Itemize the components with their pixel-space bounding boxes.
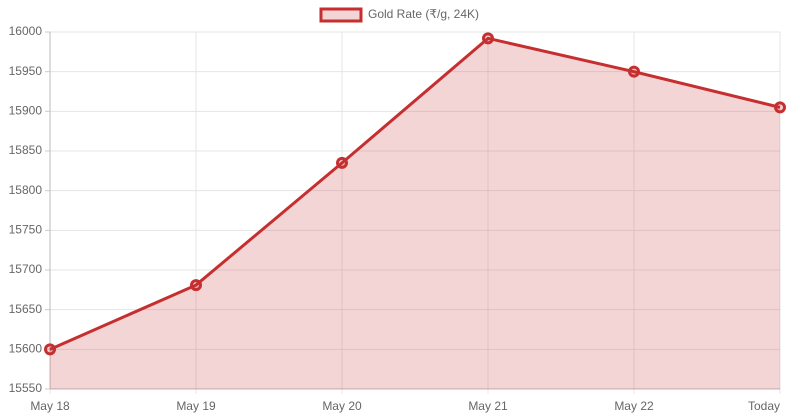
point bbox=[190, 279, 202, 292]
y-tick-label: 15950 bbox=[9, 64, 43, 78]
x-tick-label: Today bbox=[748, 399, 780, 413]
x-tick-label: May 21 bbox=[468, 399, 508, 413]
y-tick-label: 15600 bbox=[9, 342, 43, 356]
legend-swatch bbox=[319, 7, 363, 23]
x-tick-label: May 20 bbox=[322, 399, 362, 413]
point bbox=[628, 65, 640, 78]
y-tick-label: 15700 bbox=[9, 262, 43, 276]
y-tick-label: 15750 bbox=[9, 223, 43, 237]
point bbox=[774, 101, 786, 114]
y-tick-label: 15650 bbox=[9, 302, 43, 316]
area bbox=[50, 38, 780, 389]
point bbox=[44, 343, 56, 356]
line bbox=[49, 36, 781, 351]
x-tick-label: May 19 bbox=[176, 399, 216, 413]
x-tick-label: May 18 bbox=[30, 399, 70, 413]
y-tick-label: 16000 bbox=[9, 24, 43, 38]
y-tick-label: 15850 bbox=[9, 143, 43, 157]
x-tick-label: May 22 bbox=[614, 399, 654, 413]
y-tick-label: 15550 bbox=[9, 381, 43, 395]
point bbox=[336, 156, 348, 169]
y-tick-label: 15800 bbox=[9, 183, 43, 197]
point bbox=[482, 32, 494, 45]
y-tick-label: 15900 bbox=[9, 104, 43, 118]
legend-label: Gold Rate (₹/g, 24K) bbox=[368, 7, 479, 21]
